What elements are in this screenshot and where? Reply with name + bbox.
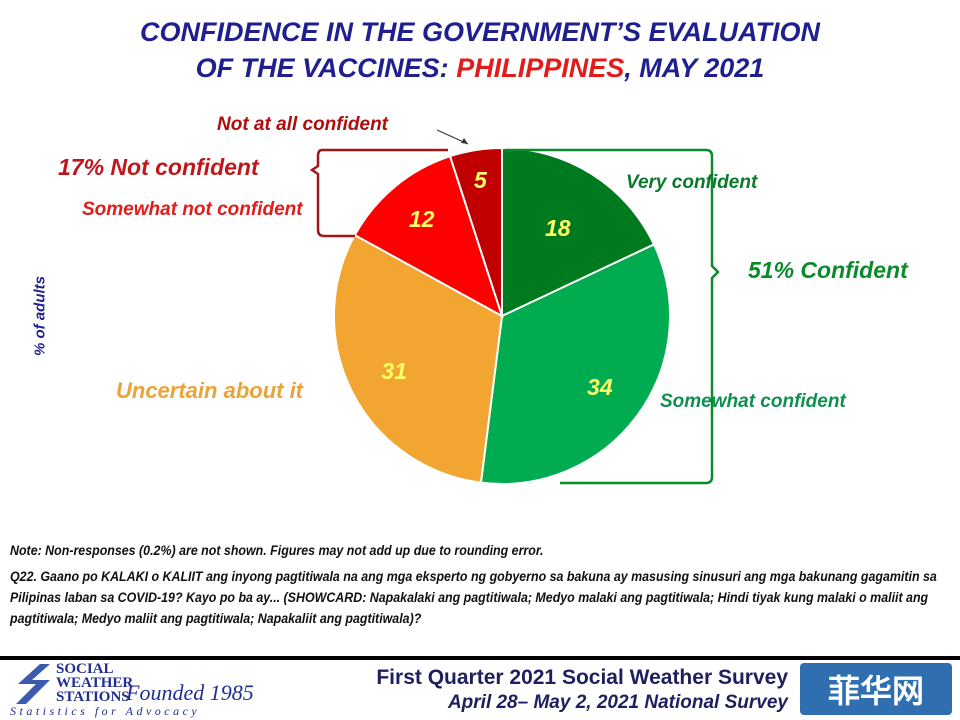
sws-logo: SOCIAL WEATHER STATIONS Founded 1985 Sta… bbox=[8, 660, 258, 719]
logo-line: WEATHER bbox=[56, 675, 134, 691]
not-confident-bracket bbox=[309, 148, 448, 238]
survey-name: First Quarter 2021 Social Weather Survey bbox=[376, 666, 788, 689]
tagline: Statistics for Advocacy bbox=[10, 704, 201, 718]
logo-line: SOCIAL bbox=[56, 661, 114, 677]
confident-bracket bbox=[505, 148, 720, 485]
footer-divider bbox=[0, 656, 960, 660]
data-label: 31 bbox=[381, 358, 407, 384]
logo-line: STATIONS bbox=[56, 689, 130, 705]
survey-dates: April 28– May 2, 2021 National Survey bbox=[447, 692, 788, 713]
data-label: 12 bbox=[409, 206, 435, 232]
title-part: OF THE VACCINES: bbox=[195, 53, 457, 83]
notes: Note: Non-responses (0.2%) are not shown… bbox=[10, 540, 948, 634]
question-text: Q22. Gaano po KALAKI o KALIIT ang inyong… bbox=[10, 569, 937, 626]
data-label: 18 bbox=[545, 215, 571, 241]
pie-slice-uncertain-about-it bbox=[332, 233, 504, 484]
title-part: , MAY 2021 bbox=[624, 53, 765, 83]
label-not-at-all-confident: Not at all confident bbox=[217, 114, 388, 135]
pie-slice-somewhat-not-confident bbox=[353, 154, 504, 319]
note-text: Note: Non-responses (0.2%) are not shown… bbox=[10, 543, 544, 558]
label-somewhat-confident: Somewhat confident bbox=[660, 391, 846, 412]
founded-text: Founded 1985 bbox=[126, 680, 254, 705]
data-label: 34 bbox=[587, 374, 613, 400]
logo-text: SOCIAL WEATHER STATIONS bbox=[56, 661, 134, 705]
arrow-head bbox=[461, 138, 468, 144]
chart-title-line1: CONFIDENCE IN THE GOVERNMENT’S EVALUATIO… bbox=[139, 17, 821, 47]
chart-title-line2: OF THE VACCINES: PHILIPPINES, MAY 2021 bbox=[0, 50, 960, 86]
sws-logo-icon bbox=[16, 664, 50, 704]
group-label-not-confident: 17% Not confident bbox=[58, 154, 259, 180]
label-very-confident: Very confident bbox=[626, 172, 758, 193]
label-somewhat-not-confident: Somewhat not confident bbox=[82, 199, 303, 220]
data-label: 5 bbox=[474, 167, 488, 193]
pie-slice-not-at-all-confident bbox=[448, 146, 503, 317]
title-country: PHILIPPINES bbox=[456, 53, 625, 83]
group-label-confident: 51% Confident bbox=[748, 257, 908, 283]
label-uncertain: Uncertain about it bbox=[116, 378, 304, 403]
watermark: 菲华网 bbox=[800, 663, 952, 715]
pie-chart: 18 34 31 12 5 bbox=[309, 129, 720, 485]
pie-slice-somewhat-confident bbox=[479, 243, 671, 485]
